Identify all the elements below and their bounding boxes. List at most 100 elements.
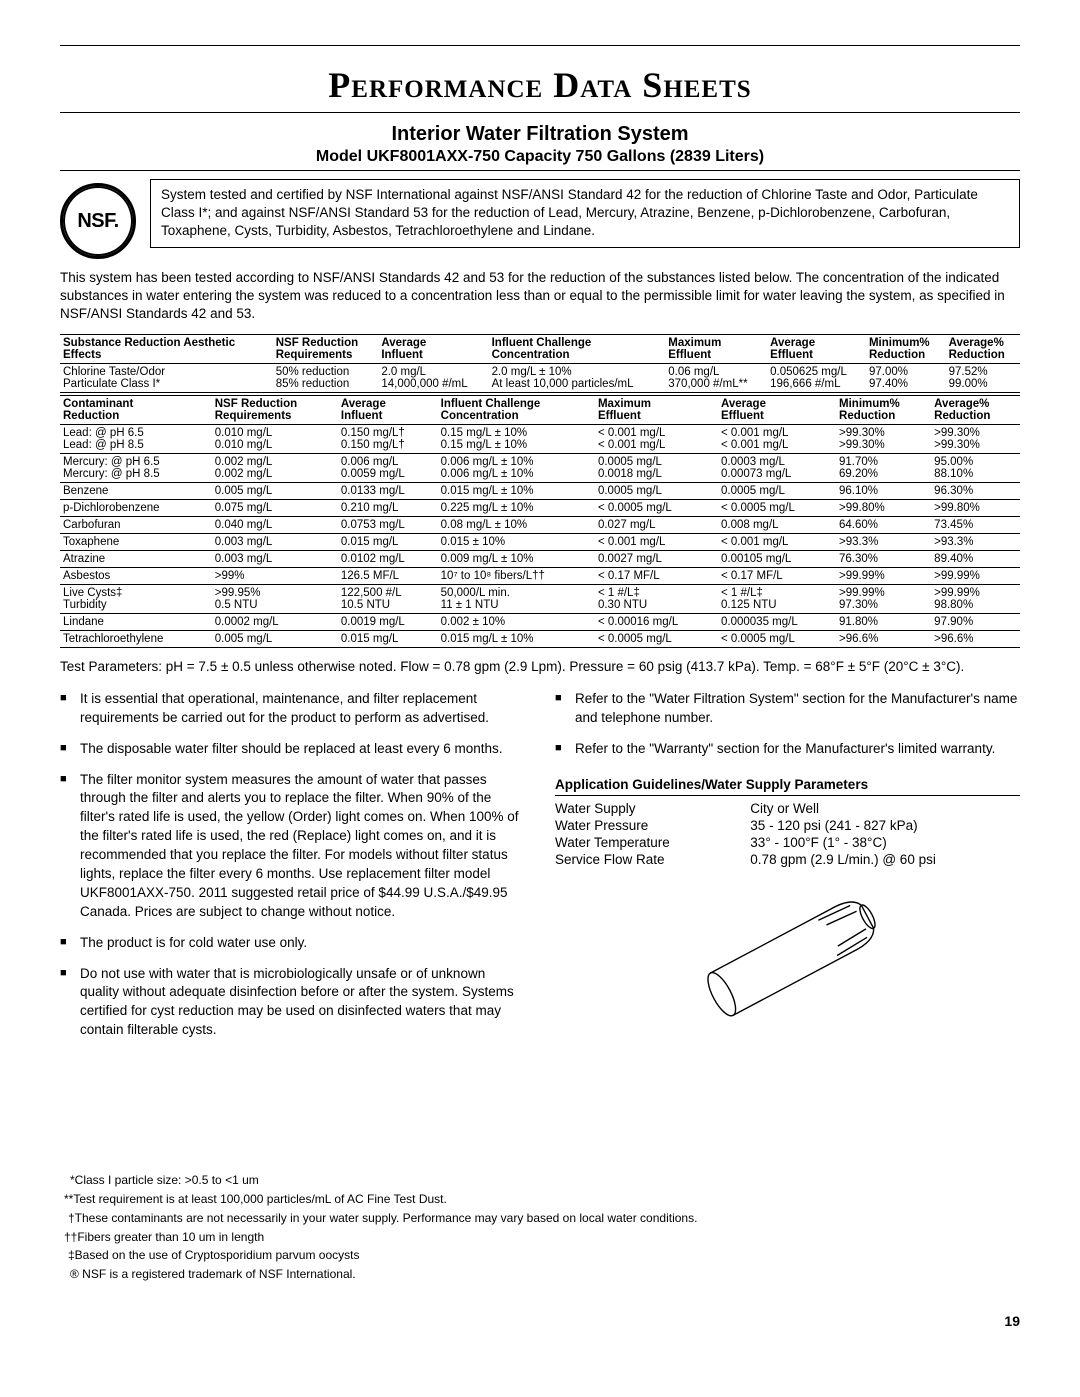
guideline-row: Service Flow Rate0.78 gpm (2.9 L/min.) @… [555, 851, 1020, 868]
guideline-cell: Water Pressure [555, 817, 750, 834]
bullets-right-list: Refer to the "Water Filtration System" s… [555, 690, 1020, 759]
aesthetic-table: Substance Reduction AestheticEffectsNSF … [60, 334, 1020, 393]
guideline-row: Water SupplyCity or Well [555, 800, 1020, 817]
footnote-line: ‡Based on the use of Cryptosporidium par… [60, 1247, 1020, 1264]
table-row: Tetrachloroethylene0.005 mg/L0.015 mg/L0… [60, 630, 1020, 647]
table-cell: >93.3% [836, 533, 931, 550]
table-header: AverageEffluent [718, 395, 836, 424]
table-cell: >99.99%97.30% [836, 584, 931, 613]
table-cell: 0.0102 mg/L [338, 550, 438, 567]
table-cell: 0.0019 mg/L [338, 613, 438, 630]
table-cell: >99.99% [931, 567, 1020, 584]
guideline-cell: 33° - 100°F (1° - 38°C) [750, 834, 1020, 851]
table-cell: >99.99% [836, 567, 931, 584]
top-rule [60, 45, 1020, 46]
table-cell: 0.225 mg/L ± 10% [438, 499, 595, 516]
intro-paragraph: This system has been tested according to… [60, 269, 1020, 324]
guideline-row: Water Temperature33° - 100°F (1° - 38°C) [555, 834, 1020, 851]
bullet-item: The product is for cold water use only. [60, 934, 525, 953]
table-cell: Carbofuran [60, 516, 212, 533]
table-row: Lindane0.0002 mg/L0.0019 mg/L0.002 ± 10%… [60, 613, 1020, 630]
nsf-badge-icon: NSF. [60, 183, 136, 259]
bullet-item: The filter monitor system measures the a… [60, 771, 525, 922]
table-cell: 0.150 mg/L†0.150 mg/L† [338, 424, 438, 453]
table-cell: Chlorine Taste/OdorParticulate Class I* [60, 363, 273, 392]
table-row: Carbofuran0.040 mg/L0.0753 mg/L0.08 mg/L… [60, 516, 1020, 533]
table-cell: p-Dichlorobenzene [60, 499, 212, 516]
table-cell: < 0.001 mg/L [595, 533, 718, 550]
table-cell: 0.15 mg/L ± 10%0.15 mg/L ± 10% [438, 424, 595, 453]
table-cell: 96.10% [836, 482, 931, 499]
guideline-cell: City or Well [750, 800, 1020, 817]
guideline-cell: 0.78 gpm (2.9 L/min.) @ 60 psi [750, 851, 1020, 868]
model-rule [60, 170, 1020, 171]
table-row: Live Cysts‡Turbidity>99.95%0.5 NTU122,50… [60, 584, 1020, 613]
table-cell: >99.80% [836, 499, 931, 516]
table-cell: 95.00%88.10% [931, 453, 1020, 482]
table-cell: 0.0005 mg/L [595, 482, 718, 499]
bullets-left-list: It is essential that operational, mainte… [60, 690, 525, 1040]
table-cell: >96.6% [836, 630, 931, 647]
table-cell: 50,000/L min.11 ± 1 NTU [438, 584, 595, 613]
main-title: Performance Data Sheets [60, 64, 1020, 106]
page-number: 19 [60, 1313, 1020, 1329]
table-cell: 64.60% [836, 516, 931, 533]
table-cell: 0.00105 mg/L [718, 550, 836, 567]
table-cell: 0.015 mg/L ± 10% [438, 630, 595, 647]
guideline-cell: Service Flow Rate [555, 851, 750, 868]
table-cell: Live Cysts‡Turbidity [60, 584, 212, 613]
table-header: Average%Reduction [931, 395, 1020, 424]
table-cell: < 0.0005 mg/L [718, 499, 836, 516]
table-header: AverageEffluent [767, 334, 866, 363]
guideline-cell: 35 - 120 psi (241 - 827 kPa) [750, 817, 1020, 834]
table-cell: 126.5 MF/L [338, 567, 438, 584]
table-cell: 0.006 mg/L0.0059 mg/L [338, 453, 438, 482]
footnote-line: *Class I particle size: >0.5 to <1 um [60, 1172, 1020, 1189]
table-header: Influent ChallengeConcentration [489, 334, 666, 363]
table-header: Minimum%Reduction [836, 395, 931, 424]
table-cell: < 1 #/L‡0.30 NTU [595, 584, 718, 613]
table-cell: 0.002 ± 10% [438, 613, 595, 630]
table-cell: 89.40% [931, 550, 1020, 567]
table-cell: >96.6% [931, 630, 1020, 647]
guideline-cell: Water Temperature [555, 834, 750, 851]
table-cell: 2.0 mg/L ± 10%At least 10,000 particles/… [489, 363, 666, 392]
table-cell: 0.08 mg/L ± 10% [438, 516, 595, 533]
table-header: Substance Reduction AestheticEffects [60, 334, 273, 363]
table-row: Chlorine Taste/OdorParticulate Class I*5… [60, 363, 1020, 392]
two-column-section: It is essential that operational, mainte… [60, 690, 1020, 1052]
table-cell: < 0.0005 mg/L [595, 499, 718, 516]
table-cell: >99.95%0.5 NTU [212, 584, 338, 613]
table-cell: 0.0133 mg/L [338, 482, 438, 499]
table-cell: < 0.001 mg/L< 0.001 mg/L [595, 424, 718, 453]
table-cell: 96.30% [931, 482, 1020, 499]
table-cell: >99.80% [931, 499, 1020, 516]
table-cell: 0.0753 mg/L [338, 516, 438, 533]
test-params: Test Parameters: pH = 7.5 ± 0.5 unless o… [60, 658, 1020, 676]
table-cell: 0.210 mg/L [338, 499, 438, 516]
table-cell: >93.3% [931, 533, 1020, 550]
table-cell: Atrazine [60, 550, 212, 567]
table-cell: >99.99%98.80% [931, 584, 1020, 613]
table-header: NSF ReductionRequirements [212, 395, 338, 424]
guidelines-table: Water SupplyCity or WellWater Pressure35… [555, 800, 1020, 868]
table-cell: 91.80% [836, 613, 931, 630]
table-header: MaximumEffluent [595, 395, 718, 424]
table-cell: 0.0005 mg/L0.0018 mg/L [595, 453, 718, 482]
table-cell: 122,500 #/L10.5 NTU [338, 584, 438, 613]
contaminant-table: ContaminantReductionNSF ReductionRequire… [60, 395, 1020, 648]
table-cell: 0.015 mg/L ± 10% [438, 482, 595, 499]
table-cell: Lindane [60, 613, 212, 630]
table-cell: >99% [212, 567, 338, 584]
table-header: MaximumEffluent [665, 334, 767, 363]
table-cell: < 0.17 MF/L [595, 567, 718, 584]
table-cell: 0.06 mg/L370,000 #/mL** [665, 363, 767, 392]
bullet-item: The disposable water filter should be re… [60, 740, 525, 759]
table-header: NSF ReductionRequirements [273, 334, 379, 363]
table-cell: 0.005 mg/L [212, 482, 338, 499]
guideline-row: Water Pressure35 - 120 psi (241 - 827 kP… [555, 817, 1020, 834]
table-cell: Benzene [60, 482, 212, 499]
model-line: Model UKF8001AXX-750 Capacity 750 Gallon… [60, 148, 1020, 166]
table-row: Atrazine0.003 mg/L0.0102 mg/L0.009 mg/L … [60, 550, 1020, 567]
footnotes: *Class I particle size: >0.5 to <1 um**T… [60, 1172, 1020, 1283]
